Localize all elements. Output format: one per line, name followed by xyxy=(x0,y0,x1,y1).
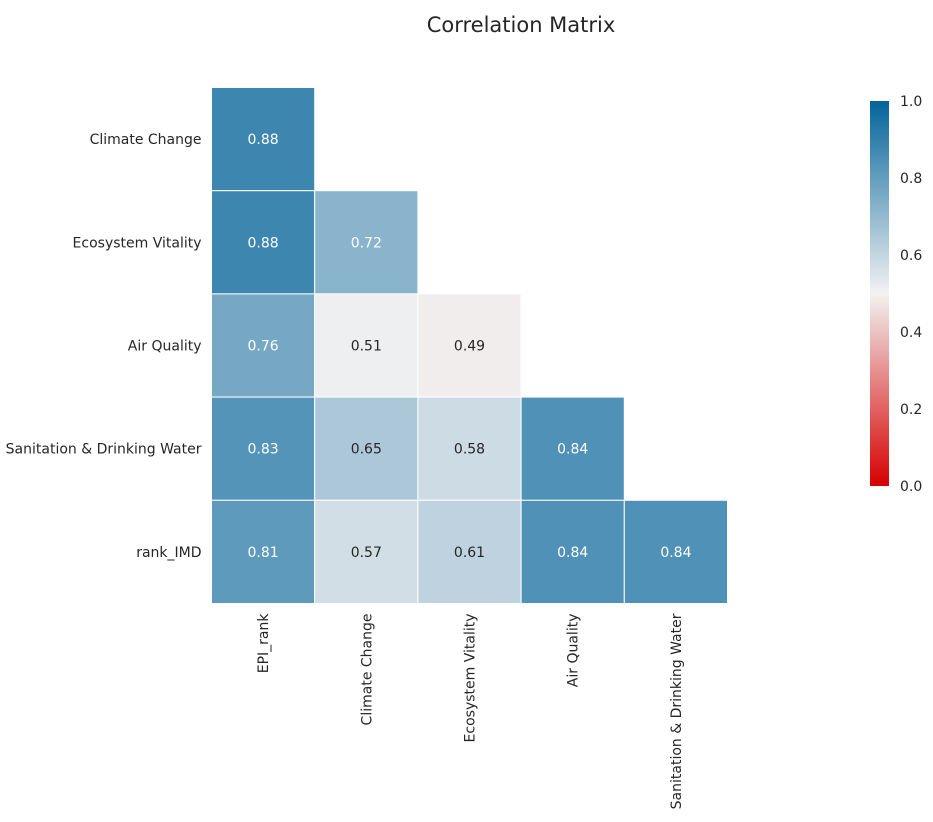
cell-value-label: 0.84 xyxy=(660,545,691,561)
cell-value-label: 0.51 xyxy=(351,339,382,355)
heatmap-cell xyxy=(314,190,419,295)
cell-value-label: 0.49 xyxy=(454,339,485,355)
column-tick-labels: EPI_rank Climate Change Ecosystem Vitality… xyxy=(256,613,685,810)
cell-value-label: 0.58 xyxy=(454,442,485,458)
heatmap-cell xyxy=(314,499,419,604)
column-tick-label: Air Quality xyxy=(566,614,582,688)
cell-value-label: 0.88 xyxy=(248,132,279,148)
colorbar-tick-label: 0.2 xyxy=(900,402,922,418)
cell-value-label: 0.84 xyxy=(557,545,588,561)
column-tick-label: Ecosystem Vitality xyxy=(463,614,479,743)
cell-value-label: 0.65 xyxy=(351,442,382,458)
heatmap-cell xyxy=(520,499,625,604)
row-tick-label: Climate Change xyxy=(90,132,202,148)
cell-value-label: 0.88 xyxy=(248,235,279,251)
colorbar-tick-label: 0.0 xyxy=(900,479,922,495)
heatmap-cell xyxy=(417,293,522,398)
heatmap-cell xyxy=(520,396,625,501)
chart-title: Correlation Matrix xyxy=(427,13,616,37)
row-tick-label: Ecosystem Vitality xyxy=(73,235,202,251)
heatmap-cell xyxy=(211,293,316,398)
colorbar-tick-label: 1.0 xyxy=(900,94,922,110)
heatmap-cells: 0.88 0.88 0.72 0.76 0.51 0.49 0.83 0.65 0.58 0.84… xyxy=(211,87,728,604)
row-tick-label: rank_IMD xyxy=(136,545,201,561)
colorbar-gradient xyxy=(870,101,889,486)
colorbar: 0.0 0.2 0.4 0.6 0.8 1.0 xyxy=(870,94,922,495)
cell-value-label: 0.76 xyxy=(248,339,279,355)
cell-value-label: 0.81 xyxy=(248,545,279,561)
heatmap-cell xyxy=(623,499,728,604)
heatmap-cell xyxy=(314,293,419,398)
heatmap-cell xyxy=(211,87,316,192)
cell-value-label: 0.83 xyxy=(248,442,279,458)
cell-value-label: 0.61 xyxy=(454,545,485,561)
heatmap-cell xyxy=(314,396,419,501)
row-tick-label: Sanitation & Drinking Water xyxy=(6,442,202,458)
column-tick-label: Climate Change xyxy=(359,614,375,726)
heatmap-cell xyxy=(211,190,316,295)
column-tick-label: EPI_rank xyxy=(256,613,272,674)
column-tick-label: Sanitation & Drinking Water xyxy=(669,613,685,809)
row-tick-labels: Climate Change Ecosystem Vitality Air Qual… xyxy=(6,132,202,561)
heatmap-cell xyxy=(417,499,522,604)
colorbar-tick-labels: 0.0 0.2 0.4 0.6 0.8 1.0 xyxy=(900,94,922,495)
colorbar-tick-label: 0.6 xyxy=(900,248,922,264)
colorbar-tick-label: 0.8 xyxy=(900,171,922,187)
colorbar-tick-label: 0.4 xyxy=(900,325,922,341)
cell-value-label: 0.84 xyxy=(557,442,588,458)
cell-value-label: 0.57 xyxy=(351,545,382,561)
row-tick-label: Air Quality xyxy=(128,339,202,355)
cell-value-label: 0.72 xyxy=(351,235,382,251)
